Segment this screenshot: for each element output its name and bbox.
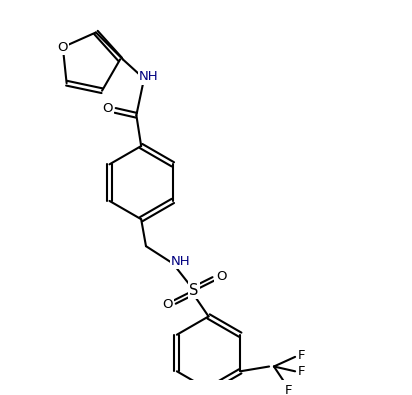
Text: S: S [190, 283, 199, 298]
Text: F: F [298, 350, 306, 362]
Text: O: O [216, 269, 226, 282]
Text: O: O [102, 102, 113, 115]
Text: O: O [162, 298, 172, 311]
Text: NH: NH [171, 255, 190, 268]
Text: NH: NH [139, 70, 159, 83]
Text: F: F [298, 365, 306, 378]
Text: O: O [58, 41, 68, 54]
Text: F: F [285, 384, 292, 395]
